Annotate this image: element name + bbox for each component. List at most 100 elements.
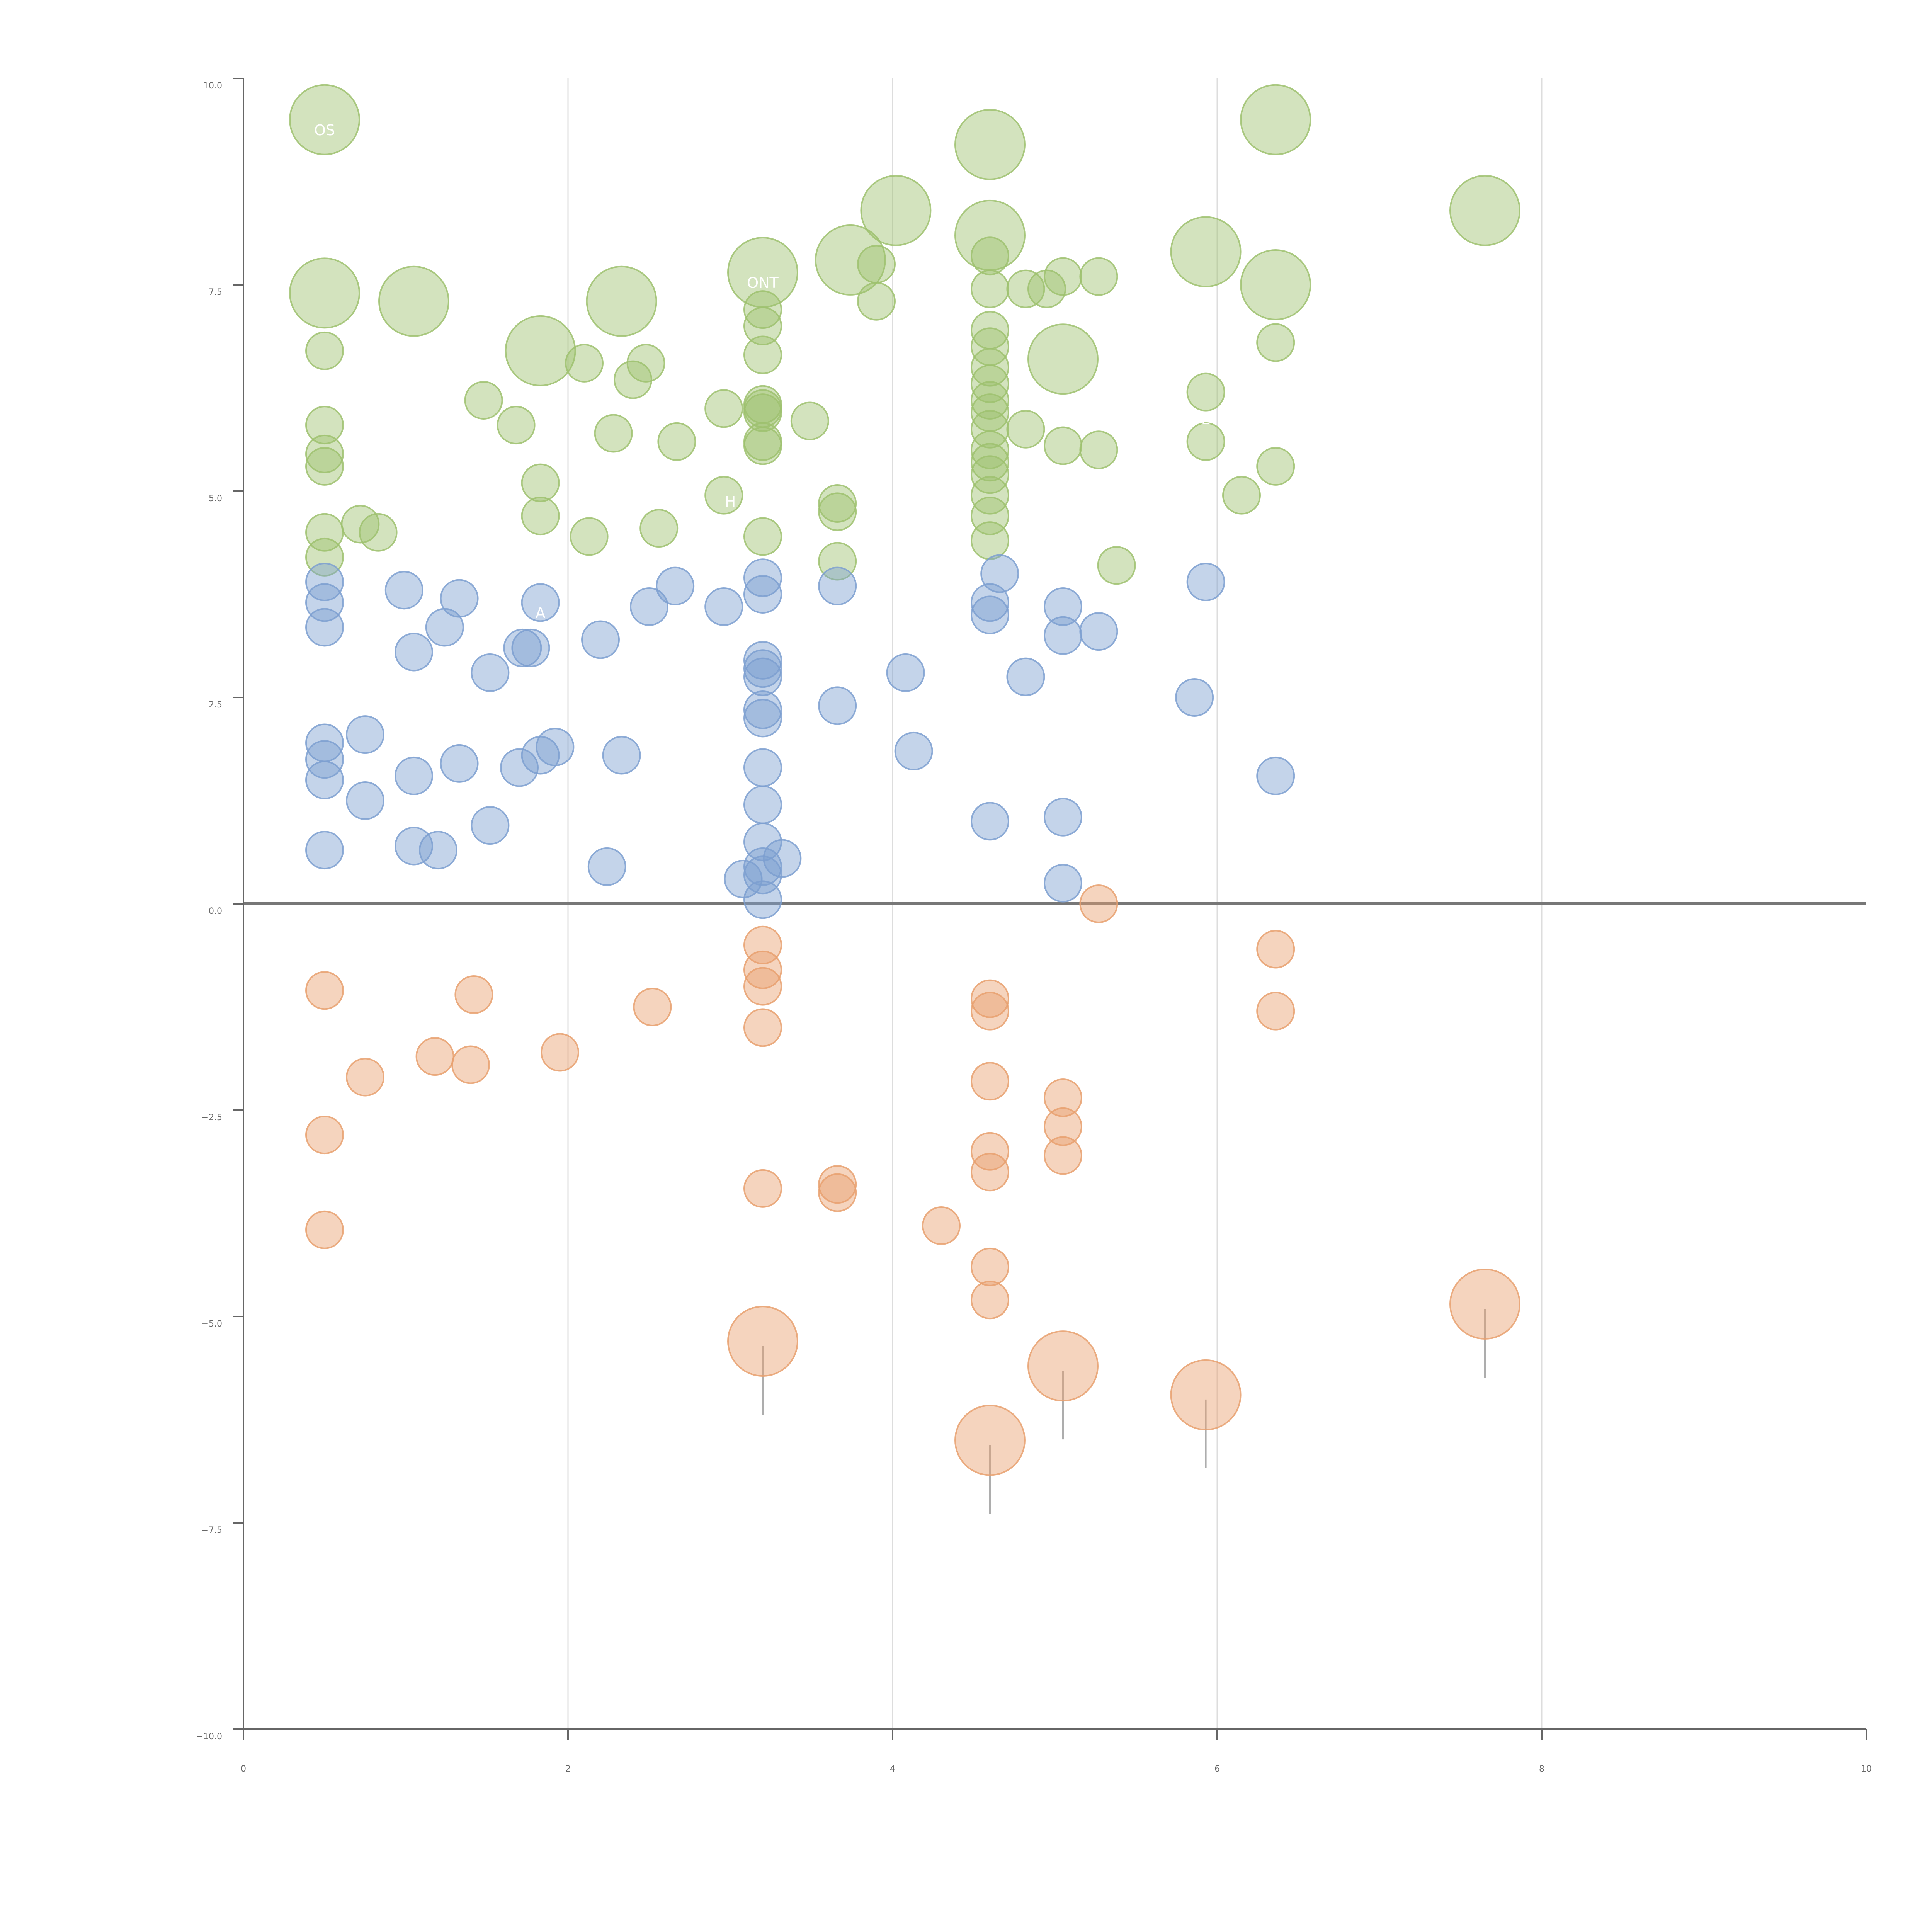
- point-low-13: [743, 1169, 782, 1208]
- point-high-73: [1222, 476, 1261, 515]
- bubble-layer: [289, 84, 1520, 1476]
- point-high-23: [657, 422, 696, 461]
- point-low-6: [454, 975, 493, 1014]
- point-low-0: [305, 971, 344, 1010]
- point-mid-18: [471, 806, 510, 845]
- point-low-22: [971, 1153, 1009, 1192]
- point-mid-12: [395, 827, 433, 866]
- point-high-16: [565, 344, 604, 383]
- point-high-77: [1256, 447, 1295, 486]
- connector-high-65: [1058, 359, 1064, 417]
- point-mid-16: [440, 744, 479, 783]
- point-high-68: [1079, 430, 1118, 469]
- point-mid-60: [1175, 678, 1214, 717]
- point-high-32: [743, 393, 782, 432]
- point-low-31: [1170, 1359, 1242, 1430]
- point-high-15: [521, 497, 560, 536]
- connector-high-10: [409, 301, 415, 359]
- point-mid-8: [346, 781, 384, 820]
- point-mid-56: [1044, 616, 1082, 655]
- point-low-34: [1449, 1268, 1520, 1340]
- point-mid-39: [743, 748, 782, 787]
- point-high-24: [704, 389, 743, 428]
- point-high-62: [1006, 410, 1045, 449]
- point-low-16: [818, 1173, 857, 1212]
- point-high-42: [857, 282, 896, 321]
- point-mid-35: [743, 649, 782, 688]
- point-low-27: [1044, 1107, 1082, 1146]
- point-high-52: [971, 381, 1009, 420]
- point-low-12: [743, 1008, 782, 1047]
- point-mid-32: [743, 558, 782, 597]
- point-high-56: [971, 443, 1009, 482]
- point-high-74: [1240, 84, 1311, 155]
- point-high-60: [971, 521, 1009, 560]
- point-low-32: [1256, 930, 1295, 969]
- point-high-22: [639, 509, 679, 548]
- point-low-28: [1044, 1136, 1082, 1175]
- point-low-21: [971, 1132, 1009, 1171]
- point-high-43: [860, 175, 932, 246]
- point-high-75: [1240, 249, 1311, 320]
- y-tick-label-1: 7.5: [209, 287, 222, 297]
- point-low-2: [305, 1210, 344, 1249]
- point-mid-0: [305, 562, 344, 601]
- point-high-1: [289, 257, 360, 329]
- point-high-20: [626, 344, 665, 383]
- point-low-26: [1044, 1078, 1082, 1117]
- point-mid-33: [743, 575, 782, 614]
- point-mid-45: [763, 839, 802, 878]
- point-mid-62: [1256, 756, 1295, 795]
- point-high-65: [1027, 323, 1099, 395]
- point-high-67: [1079, 257, 1118, 296]
- point-mid-29: [656, 566, 695, 605]
- point-mid-24: [536, 728, 575, 767]
- connector-high-0: [320, 119, 325, 178]
- bubble-label-3: H: [725, 493, 736, 510]
- point-mid-50: [971, 583, 1009, 622]
- point-high-71: [1186, 372, 1225, 412]
- point-low-4: [415, 1037, 454, 1076]
- point-low-3: [346, 1058, 384, 1097]
- point-low-25: [954, 1405, 1026, 1476]
- connector-high-45: [985, 235, 991, 293]
- point-high-36: [790, 401, 829, 440]
- point-high-2: [305, 331, 344, 370]
- point-high-57: [971, 455, 1009, 494]
- point-low-17: [922, 1206, 961, 1245]
- bubble-labels: OS ONT E H A: [314, 122, 1211, 622]
- point-high-69: [1097, 546, 1136, 585]
- point-high-5: [305, 447, 344, 486]
- point-low-30: [1079, 884, 1118, 923]
- point-high-14: [521, 463, 560, 502]
- point-high-61: [1006, 269, 1045, 308]
- point-high-44: [954, 109, 1026, 180]
- point-high-9: [359, 513, 398, 552]
- point-mid-48: [886, 653, 925, 692]
- point-mid-17: [471, 653, 510, 692]
- point-mid-15: [440, 579, 479, 618]
- point-mid-6: [305, 831, 344, 870]
- point-high-41: [857, 245, 896, 284]
- point-high-13: [505, 315, 576, 386]
- y-tick-label-5: −2.5: [202, 1113, 222, 1122]
- point-mid-58: [1044, 864, 1082, 903]
- point-low-23: [971, 1247, 1009, 1286]
- point-mid-27: [602, 736, 641, 775]
- point-high-40: [815, 224, 886, 296]
- point-low-20: [971, 1062, 1009, 1101]
- point-high-46: [971, 236, 1009, 276]
- point-high-37: [818, 484, 857, 523]
- connector-high-44: [985, 144, 991, 203]
- point-high-3: [305, 406, 344, 445]
- x-tick-label-3: 6: [1214, 1764, 1220, 1774]
- point-high-38: [818, 492, 857, 531]
- point-high-54: [971, 410, 1009, 449]
- x-tick-label-2: 4: [890, 1764, 895, 1774]
- bubble-label-2: E: [1201, 410, 1211, 427]
- point-mid-25: [581, 620, 620, 659]
- point-high-72: [1186, 422, 1225, 461]
- point-mid-61: [1186, 562, 1225, 601]
- point-mid-37: [743, 690, 782, 730]
